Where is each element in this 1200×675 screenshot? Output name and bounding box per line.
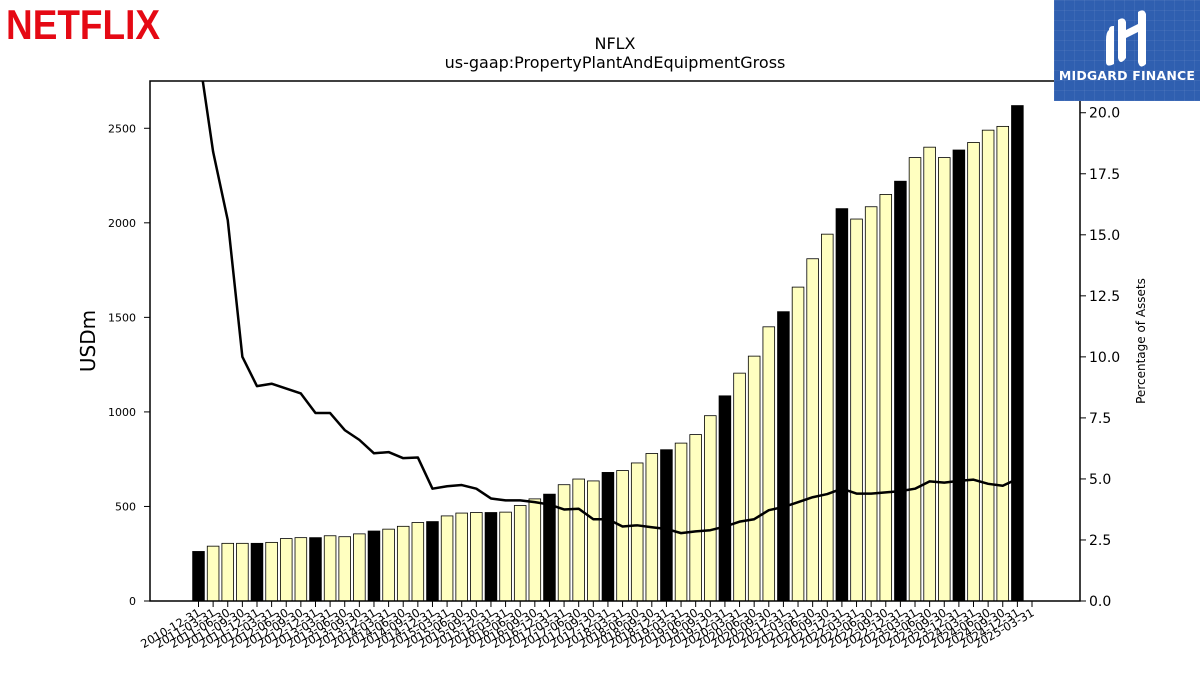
bar-2023-09-30 bbox=[938, 157, 951, 602]
bar-2019-03-31 bbox=[674, 442, 688, 602]
y2-tick-label: 2.5 bbox=[1089, 533, 1111, 549]
bar-2017-03-31 bbox=[557, 484, 571, 602]
bar-2013-06-30 bbox=[338, 536, 351, 602]
x-axis: 2010-12-312011-03-312011-06-302011-09-30… bbox=[138, 601, 1037, 651]
bar-2010-12-31 bbox=[192, 551, 205, 602]
bar-2017-06-30 bbox=[572, 478, 585, 602]
bar-2022-12-31 bbox=[894, 180, 907, 602]
bar-2022-03-31 bbox=[850, 218, 863, 602]
bars-layer bbox=[192, 105, 1024, 602]
bar-2024-09-30 bbox=[996, 125, 1010, 602]
bar-2012-12-31 bbox=[309, 537, 322, 602]
bar-2013-09-30 bbox=[353, 533, 366, 602]
bar-2019-12-31 bbox=[718, 395, 732, 602]
bar-2011-09-30 bbox=[236, 542, 249, 602]
bar-2016-06-30 bbox=[513, 505, 527, 602]
bar-2019-09-30 bbox=[704, 415, 717, 602]
bar-2018-12-31 bbox=[660, 449, 673, 602]
percentage-of-assets-line bbox=[201, 81, 1018, 535]
y2-tick-label: 20.0 bbox=[1089, 106, 1120, 122]
bar-2018-03-31 bbox=[616, 470, 629, 602]
y2-tick-label: 17.5 bbox=[1089, 167, 1120, 183]
bar-2024-12-31 bbox=[1011, 105, 1024, 602]
bar-2020-03-31 bbox=[733, 372, 746, 602]
netflix-logo: NETFLIX bbox=[4, 1, 162, 48]
bar-2014-09-30 bbox=[411, 522, 425, 602]
y-axis-left: 0 500 1000 1500 2000 2500 bbox=[108, 122, 150, 608]
bar-2011-03-31 bbox=[206, 545, 220, 602]
bar-2020-06-30 bbox=[747, 355, 761, 602]
bar-2024-03-31 bbox=[967, 142, 980, 602]
bar-2015-12-31 bbox=[484, 512, 498, 602]
bar-2017-12-31 bbox=[601, 472, 615, 602]
bar-2016-12-31 bbox=[543, 493, 556, 602]
bar-2011-06-30 bbox=[221, 542, 234, 602]
bar-2023-06-30 bbox=[923, 146, 936, 602]
y2-tick-label: 15.0 bbox=[1089, 228, 1120, 244]
y-tick-label: 0 bbox=[129, 595, 136, 608]
bar-2023-03-31 bbox=[908, 157, 922, 602]
bar-2022-09-30 bbox=[879, 194, 893, 602]
bar-2014-06-30 bbox=[396, 525, 410, 602]
bar-2015-06-30 bbox=[455, 512, 468, 602]
y2-tick-label: 12.5 bbox=[1089, 289, 1120, 305]
chart-subtitle: us-gaap:PropertyPlantAndEquipmentGross bbox=[445, 53, 786, 72]
y2-tick-label: 5.0 bbox=[1089, 472, 1111, 488]
y-tick-label: 2000 bbox=[108, 217, 136, 230]
y-tick-label: 1000 bbox=[108, 406, 136, 419]
bar-2021-03-31 bbox=[791, 286, 805, 602]
bar-2022-06-30 bbox=[864, 206, 878, 602]
y-axis-label: USDm bbox=[76, 310, 100, 372]
y2-tick-label: 7.5 bbox=[1089, 411, 1111, 427]
chart-title: NFLX bbox=[594, 34, 635, 53]
bar-2017-09-30 bbox=[587, 480, 600, 602]
y-tick-label: 500 bbox=[115, 500, 136, 513]
y-tick-label: 1500 bbox=[108, 311, 136, 324]
bar-2014-12-31 bbox=[426, 521, 439, 602]
bar-2015-03-31 bbox=[440, 515, 454, 602]
y-tick-label: 2500 bbox=[108, 122, 136, 135]
bar-2024-06-30 bbox=[981, 129, 995, 602]
bar-2013-03-31 bbox=[323, 535, 337, 602]
bar-2021-12-31 bbox=[835, 208, 849, 602]
bar-2018-06-30 bbox=[630, 462, 644, 602]
line-layer bbox=[201, 81, 1018, 535]
bar-2021-06-30 bbox=[806, 258, 819, 602]
bar-2011-12-31 bbox=[250, 542, 264, 602]
bar-2012-06-30 bbox=[279, 538, 293, 602]
bar-2014-03-31 bbox=[382, 528, 395, 602]
netflix-logo-text: NETFLIX bbox=[6, 2, 160, 48]
bar-2016-03-31 bbox=[499, 511, 512, 602]
bar-2016-09-30 bbox=[528, 498, 542, 602]
midgard-mark-icon bbox=[1106, 10, 1146, 67]
bar-2015-09-30 bbox=[470, 512, 483, 602]
bar-2019-06-30 bbox=[689, 434, 702, 602]
bar-2012-03-31 bbox=[265, 541, 278, 602]
bar-2020-09-30 bbox=[762, 326, 776, 602]
y-axis-right: 0.0 2.5 5.0 7.5 10.0 12.5 15.0 17.5 20.0 bbox=[1080, 106, 1120, 610]
y2-tick-label: 0.0 bbox=[1089, 594, 1111, 610]
bar-2021-09-30 bbox=[821, 233, 834, 602]
bar-2013-12-31 bbox=[367, 530, 381, 602]
bar-2012-09-30 bbox=[294, 537, 308, 602]
bar-2023-12-31 bbox=[952, 149, 966, 602]
y2-tick-label: 10.0 bbox=[1089, 350, 1120, 366]
midgard-finance-logo-text: MIDGARD FINANCE bbox=[1058, 68, 1196, 83]
plot-frame bbox=[149, 80, 1081, 602]
y2-axis-label: Percentage of Assets bbox=[1134, 278, 1148, 404]
bar-2020-12-31 bbox=[777, 311, 790, 602]
midgard-finance-logo: MIDGARD FINANCE bbox=[1054, 0, 1200, 101]
